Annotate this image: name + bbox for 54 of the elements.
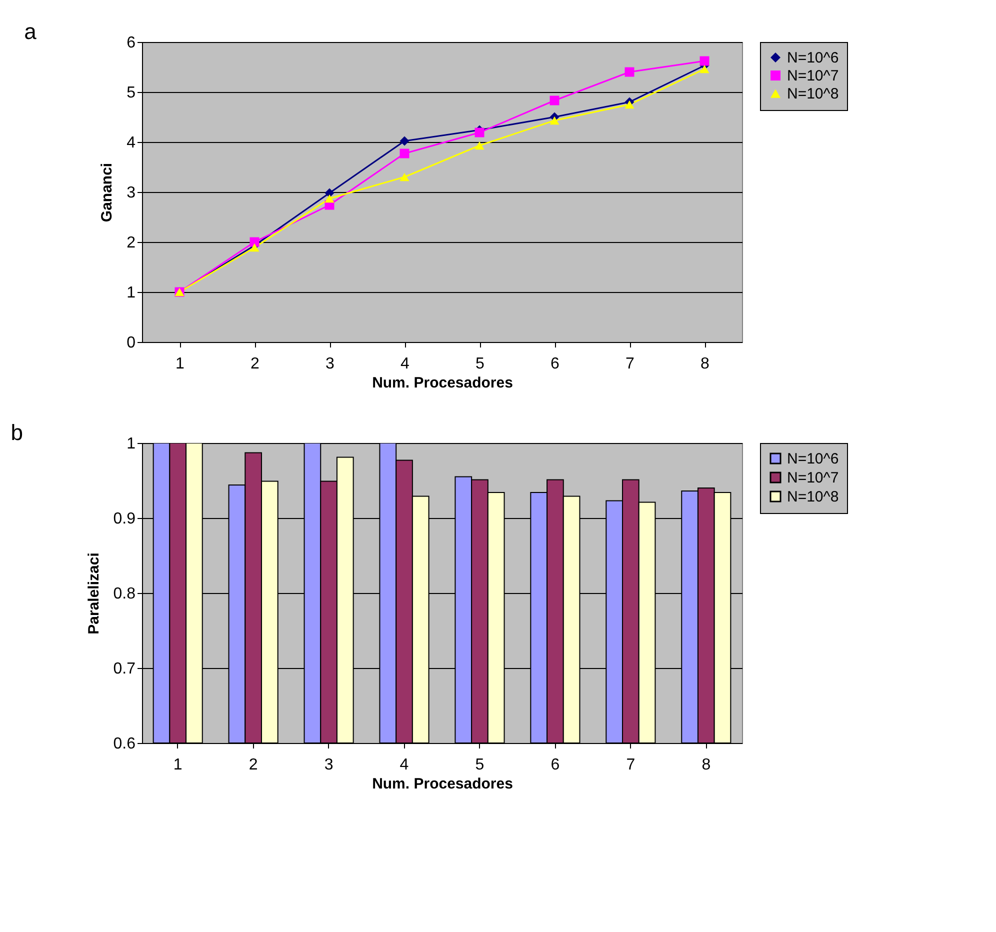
- x-tick-label: 8: [700, 356, 710, 372]
- x-tick-label: 2: [248, 756, 258, 774]
- y-tick-label: 5: [126, 84, 136, 102]
- y-tick-label: 4: [126, 134, 136, 152]
- legend-label: N=10^8: [787, 488, 839, 506]
- y-tick-label: 1: [126, 284, 136, 302]
- y-tick-label: 2: [126, 234, 136, 252]
- legend-label: N=10^7: [787, 68, 839, 84]
- y-tick-label: 0.9: [113, 510, 136, 528]
- x-tick-label: 7: [626, 756, 636, 774]
- point: [700, 64, 710, 74]
- point: [400, 172, 410, 182]
- point: [324, 194, 334, 203]
- legend-label: N=10^6: [787, 450, 839, 468]
- y-tick-label: 1: [126, 436, 136, 452]
- point: [700, 56, 710, 66]
- point: [624, 67, 634, 77]
- x-tick-label: 1: [176, 356, 185, 372]
- point: [400, 136, 410, 146]
- y-tick-label: 6: [126, 34, 136, 52]
- x-axis-title: Num. Procesadores: [372, 776, 513, 792]
- x-tick-label: 8: [702, 756, 711, 774]
- y-axis-title: Paralelizaci: [85, 552, 102, 634]
- point: [474, 141, 484, 150]
- point: [624, 100, 634, 109]
- y-tick-label: 0.6: [113, 736, 136, 752]
- x-tick-label: 4: [400, 756, 409, 774]
- x-tick-label: 6: [550, 756, 560, 774]
- chart-title: b: [10, 420, 24, 445]
- point: [550, 116, 560, 125]
- chart-title: a: [24, 19, 38, 44]
- y-tick-label: 0.7: [113, 660, 136, 678]
- x-tick-label: 1: [173, 756, 182, 774]
- x-tick-label: 3: [324, 756, 334, 774]
- x-tick-label: 4: [400, 356, 410, 372]
- point: [550, 96, 560, 106]
- y-tick-label: 0: [126, 334, 136, 352]
- legend-label: N=10^6: [787, 50, 839, 66]
- x-tick-label: 2: [250, 356, 260, 372]
- x-tick-label: 5: [476, 356, 485, 372]
- point: [400, 148, 410, 158]
- x-tick-label: 6: [550, 356, 560, 372]
- point: [324, 188, 334, 198]
- point: [474, 128, 484, 138]
- y-axis-title: Gananci: [98, 162, 116, 222]
- x-axis-title: Num. Procesadores: [372, 374, 513, 392]
- y-tick-label: 3: [126, 184, 136, 202]
- x-tick-label: 3: [326, 356, 335, 372]
- x-tick-label: 7: [626, 356, 635, 372]
- legend-label: N=10^7: [787, 470, 839, 486]
- y-tick-label: 0.8: [113, 586, 136, 602]
- x-tick-label: 5: [475, 756, 484, 774]
- legend-label: N=10^8: [787, 86, 839, 102]
- point: [250, 243, 260, 252]
